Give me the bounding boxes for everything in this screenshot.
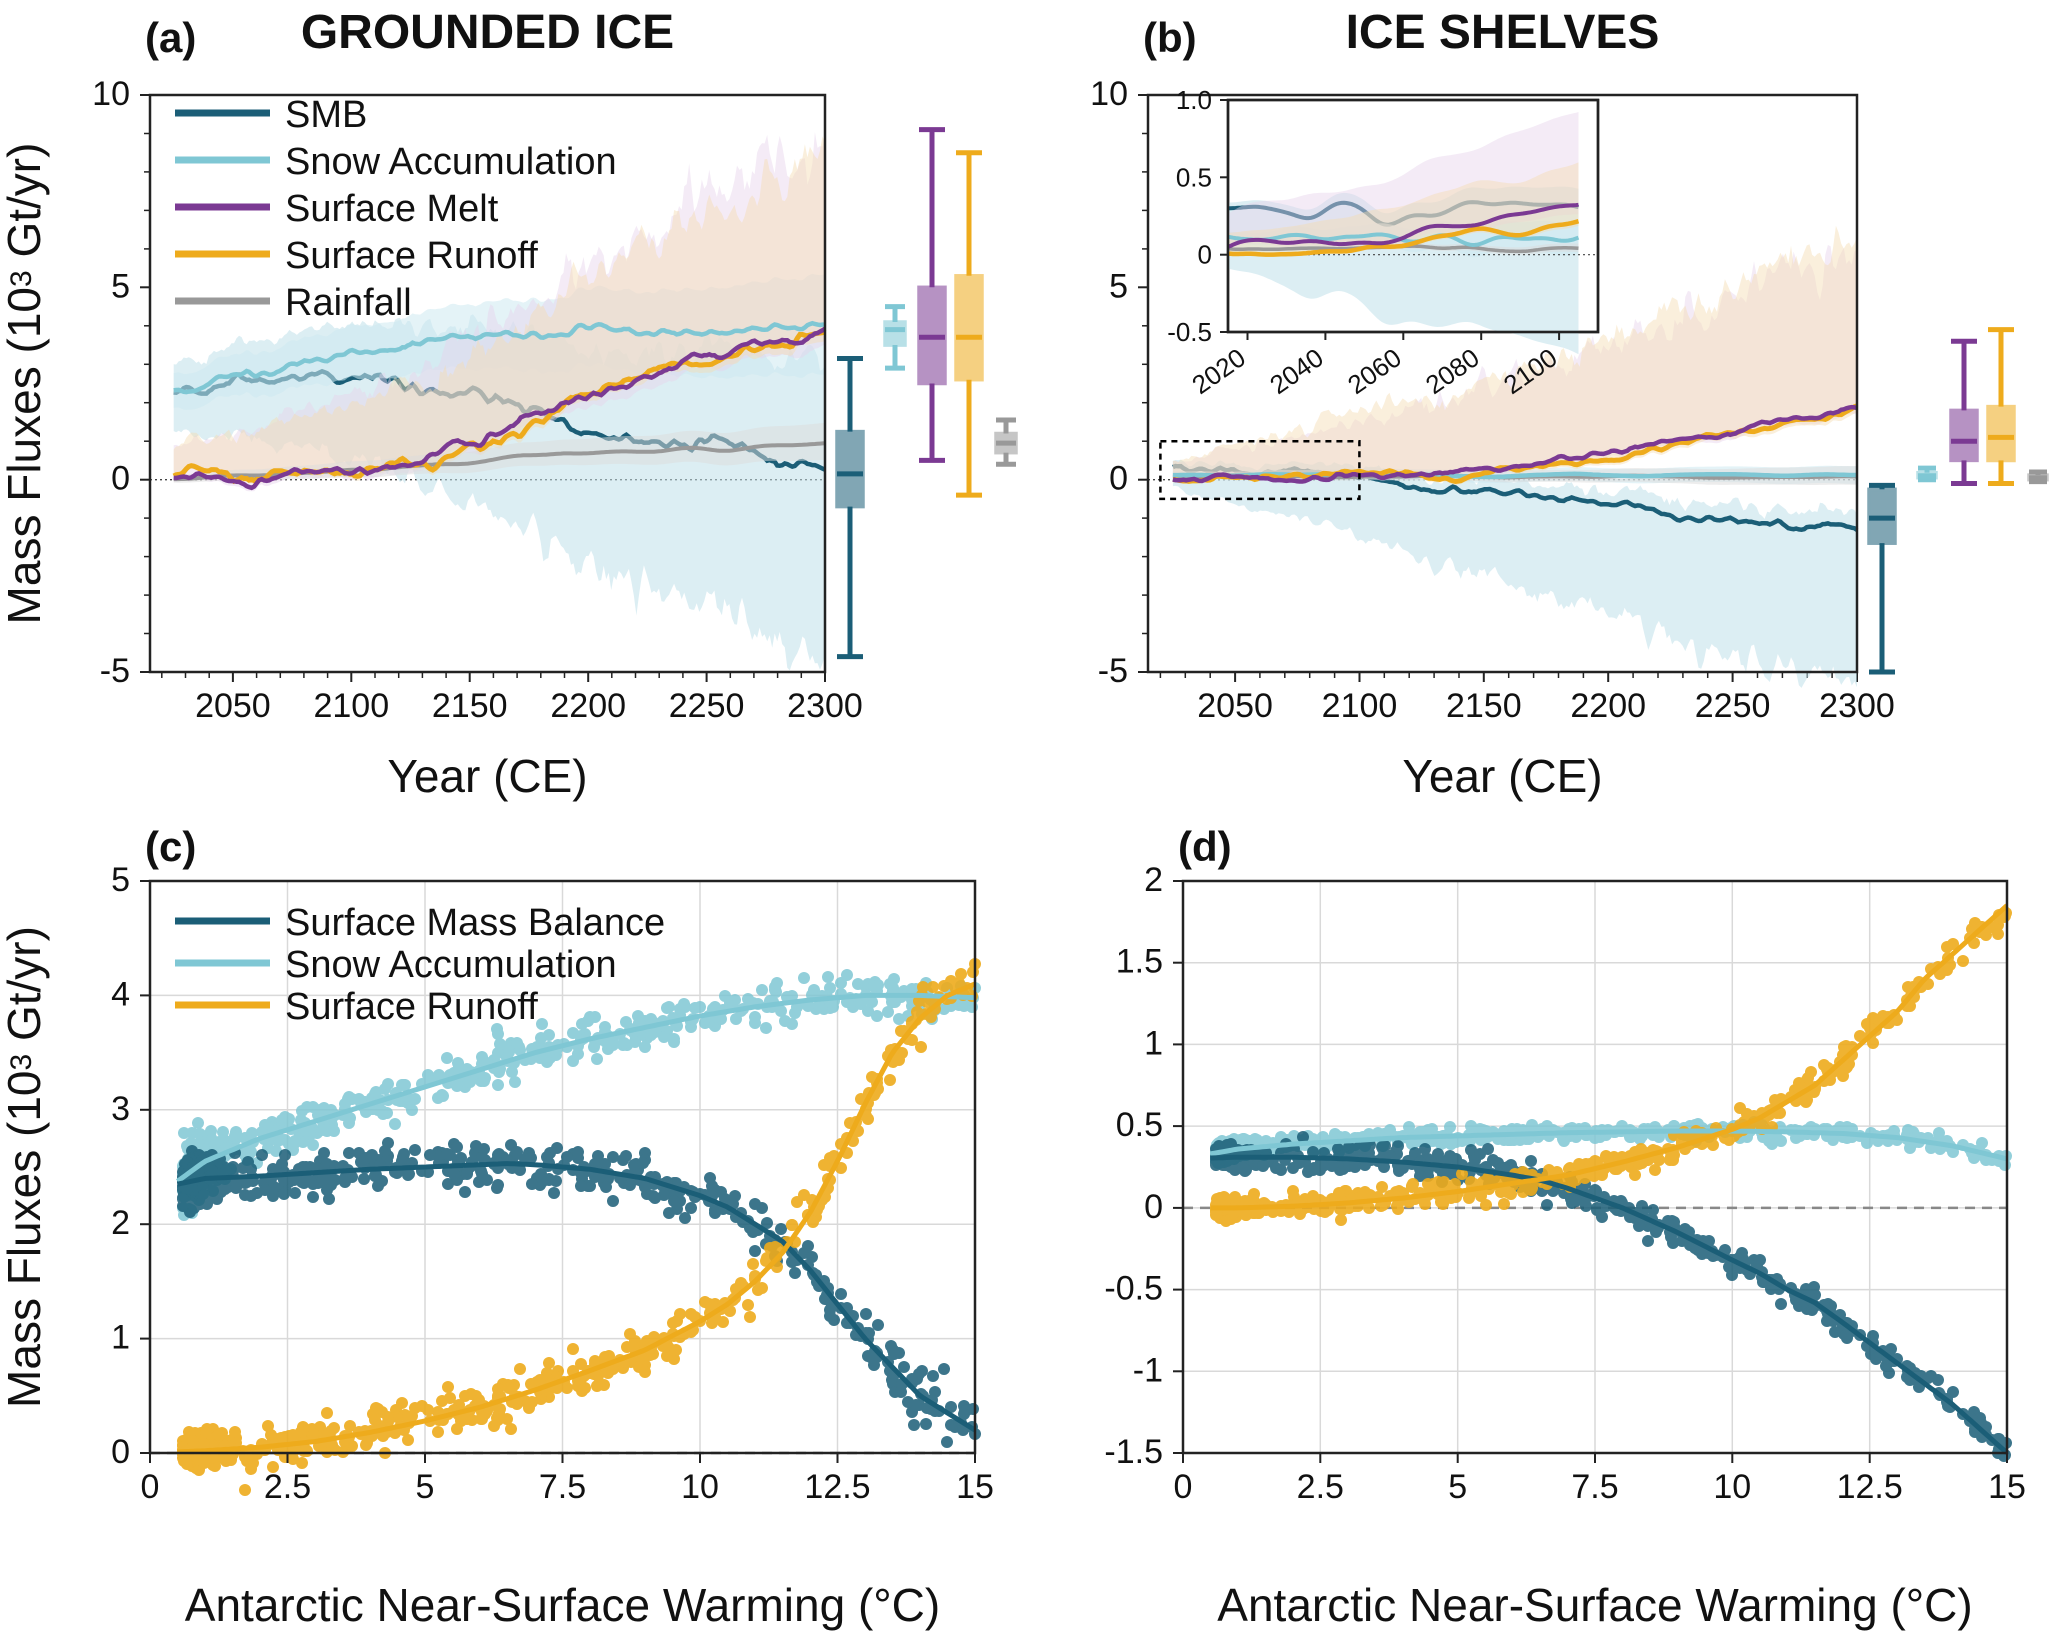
svg-text:2200: 2200 <box>1570 687 1646 725</box>
svg-text:2150: 2150 <box>1446 687 1522 725</box>
svg-text:4: 4 <box>111 975 130 1013</box>
svg-text:2050: 2050 <box>195 687 271 725</box>
svg-text:Year (CE): Year (CE) <box>387 750 587 802</box>
svg-text:Surface Runoff: Surface Runoff <box>285 235 538 277</box>
svg-text:0.5: 0.5 <box>1176 162 1212 192</box>
svg-text:-5: -5 <box>1098 652 1128 690</box>
svg-text:12.5: 12.5 <box>804 1468 870 1506</box>
svg-text:Surface Melt: Surface Melt <box>285 188 499 230</box>
svg-text:2200: 2200 <box>550 687 626 725</box>
svg-text:ICE SHELVES: ICE SHELVES <box>1346 6 1660 59</box>
svg-text:-0.5: -0.5 <box>1167 317 1212 347</box>
svg-text:2250: 2250 <box>669 687 745 725</box>
svg-text:0: 0 <box>1198 240 1212 270</box>
svg-text:15: 15 <box>956 1468 994 1506</box>
svg-text:2250: 2250 <box>1695 687 1771 725</box>
svg-text:5: 5 <box>1109 267 1128 305</box>
svg-text:5: 5 <box>111 267 130 305</box>
svg-text:GROUNDED ICE: GROUNDED ICE <box>301 6 674 59</box>
svg-text:(a): (a) <box>145 14 196 61</box>
svg-text:(c): (c) <box>145 823 196 870</box>
svg-text:2300: 2300 <box>787 687 863 725</box>
svg-text:5: 5 <box>111 861 130 899</box>
svg-text:1.0: 1.0 <box>1176 85 1212 115</box>
svg-text:10: 10 <box>681 1468 719 1506</box>
svg-text:Snow Accumulation: Snow Accumulation <box>285 141 617 183</box>
svg-text:0: 0 <box>111 1433 130 1471</box>
svg-text:5: 5 <box>416 1468 435 1506</box>
svg-text:2100: 2100 <box>313 687 389 725</box>
svg-text:Antarctic Near-Surface Warming: Antarctic Near-Surface Warming (°C) <box>185 1579 940 1631</box>
svg-text:Mass Fluxes (103 Gt/yr): Mass Fluxes (103 Gt/yr) <box>0 926 50 1408</box>
svg-text:Mass Fluxes (103 Gt/yr): Mass Fluxes (103 Gt/yr) <box>0 143 50 625</box>
svg-text:2300: 2300 <box>1819 687 1895 725</box>
svg-text:Surface Mass Balance: Surface Mass Balance <box>285 902 665 944</box>
svg-text:10: 10 <box>1090 75 1128 113</box>
svg-text:0: 0 <box>141 1468 160 1506</box>
svg-text:10: 10 <box>92 75 130 113</box>
svg-text:(b): (b) <box>1143 14 1197 61</box>
svg-text:2: 2 <box>111 1204 130 1242</box>
svg-text:2150: 2150 <box>432 687 508 725</box>
svg-text:2.5: 2.5 <box>264 1468 311 1506</box>
svg-text:1: 1 <box>111 1319 130 1357</box>
svg-text:2100: 2100 <box>1322 687 1398 725</box>
svg-text:-5: -5 <box>100 652 130 690</box>
svg-text:Snow Accumulation: Snow Accumulation <box>285 944 617 986</box>
svg-text:Rainfall: Rainfall <box>285 282 412 324</box>
svg-text:0: 0 <box>111 460 130 498</box>
svg-text:Surface Runoff: Surface Runoff <box>285 986 538 1028</box>
svg-text:3: 3 <box>111 1090 130 1128</box>
svg-text:0: 0 <box>1109 460 1128 498</box>
svg-text:SMB: SMB <box>285 94 367 136</box>
svg-text:2050: 2050 <box>1197 687 1273 725</box>
svg-text:Year (CE): Year (CE) <box>1402 750 1602 802</box>
svg-text:7.5: 7.5 <box>539 1468 586 1506</box>
